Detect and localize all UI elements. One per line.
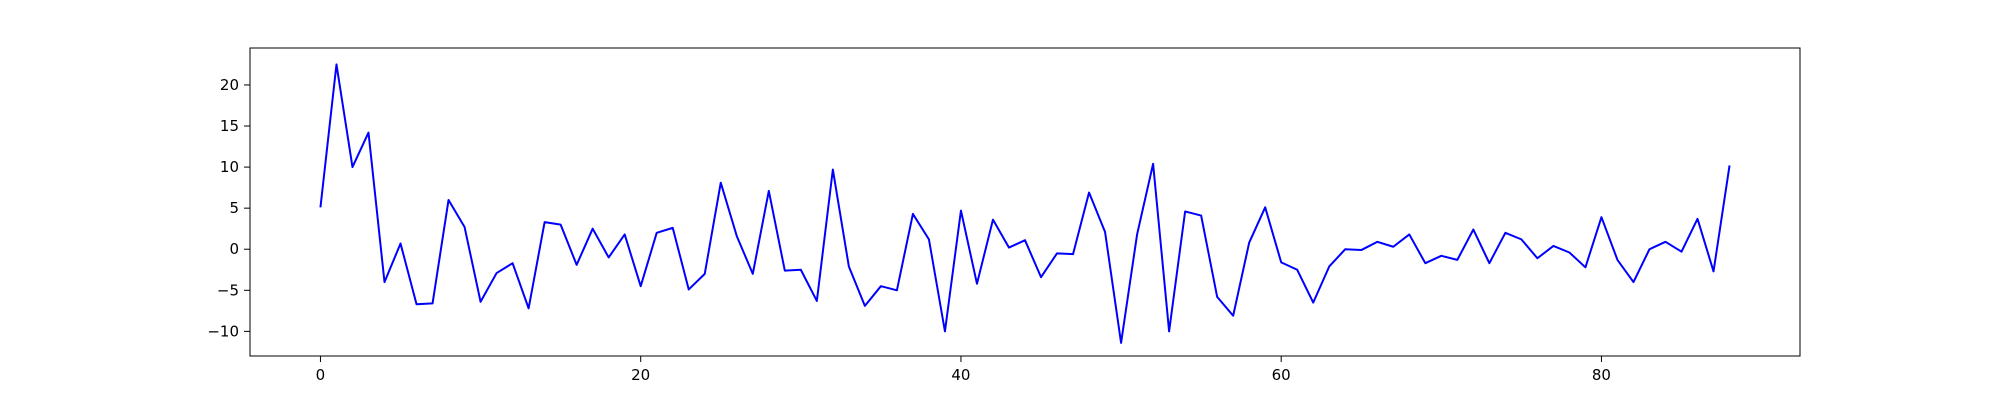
y-axis: −10 −5 0 5 10 15 20 [207,76,250,340]
series-line-0 [319,63,1731,344]
x-tick-label: 60 [1272,366,1291,384]
plot-area [319,63,1731,344]
plot-frame [249,47,1801,357]
x-tick-label: 20 [631,366,650,384]
y-tick-label: 5 [229,199,239,217]
y-tick-label: 15 [220,117,239,135]
y-tick-label: −10 [207,322,239,340]
y-tick-label: 10 [220,158,239,176]
x-tick-label: 40 [951,366,970,384]
y-tick-label: 0 [229,240,239,258]
y-tick-label: 20 [220,76,239,94]
y-tick-label: −5 [217,281,239,299]
x-tick-label: 80 [1592,366,1611,384]
x-tick-label: 0 [316,366,326,384]
x-axis: 0 20 40 60 80 [316,356,1611,384]
